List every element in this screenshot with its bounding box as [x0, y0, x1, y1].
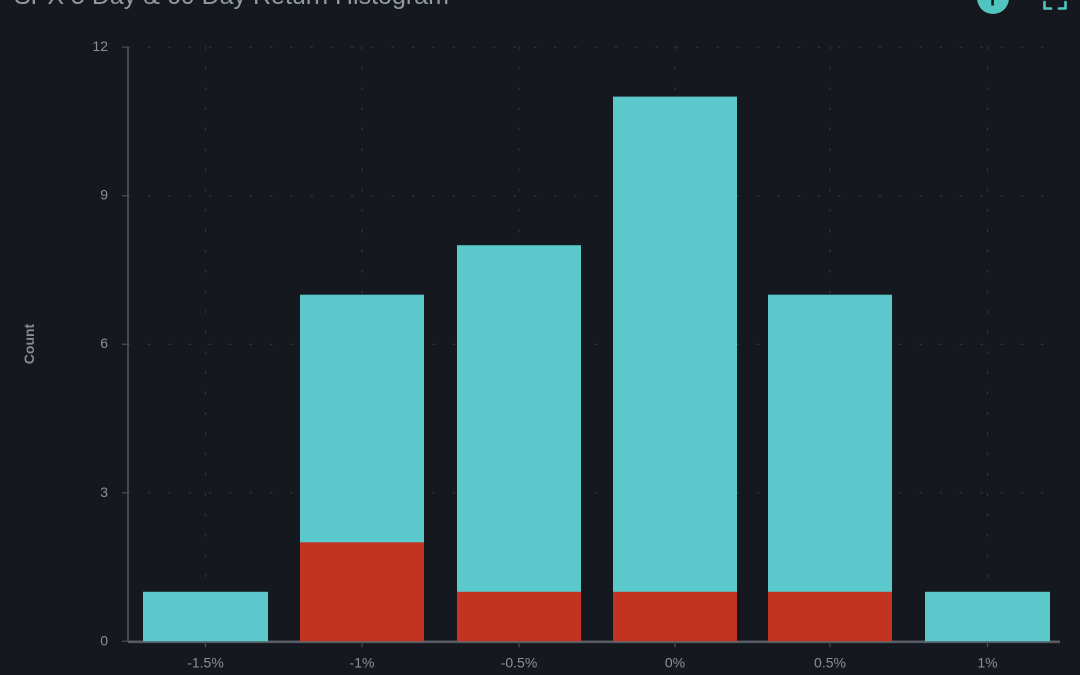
- svg-text:-1.5%: -1.5%: [187, 654, 224, 670]
- svg-text:9: 9: [100, 187, 108, 203]
- svg-text:0.5%: 0.5%: [814, 654, 846, 670]
- svg-text:-1%: -1%: [350, 654, 375, 670]
- svg-text:-0.5%: -0.5%: [501, 654, 538, 670]
- svg-text:1%: 1%: [977, 654, 997, 670]
- svg-text:12: 12: [92, 38, 108, 54]
- svg-text:3: 3: [100, 484, 108, 500]
- svg-text:0%: 0%: [665, 654, 685, 670]
- svg-text:0: 0: [100, 632, 108, 648]
- svg-text:6: 6: [100, 335, 108, 351]
